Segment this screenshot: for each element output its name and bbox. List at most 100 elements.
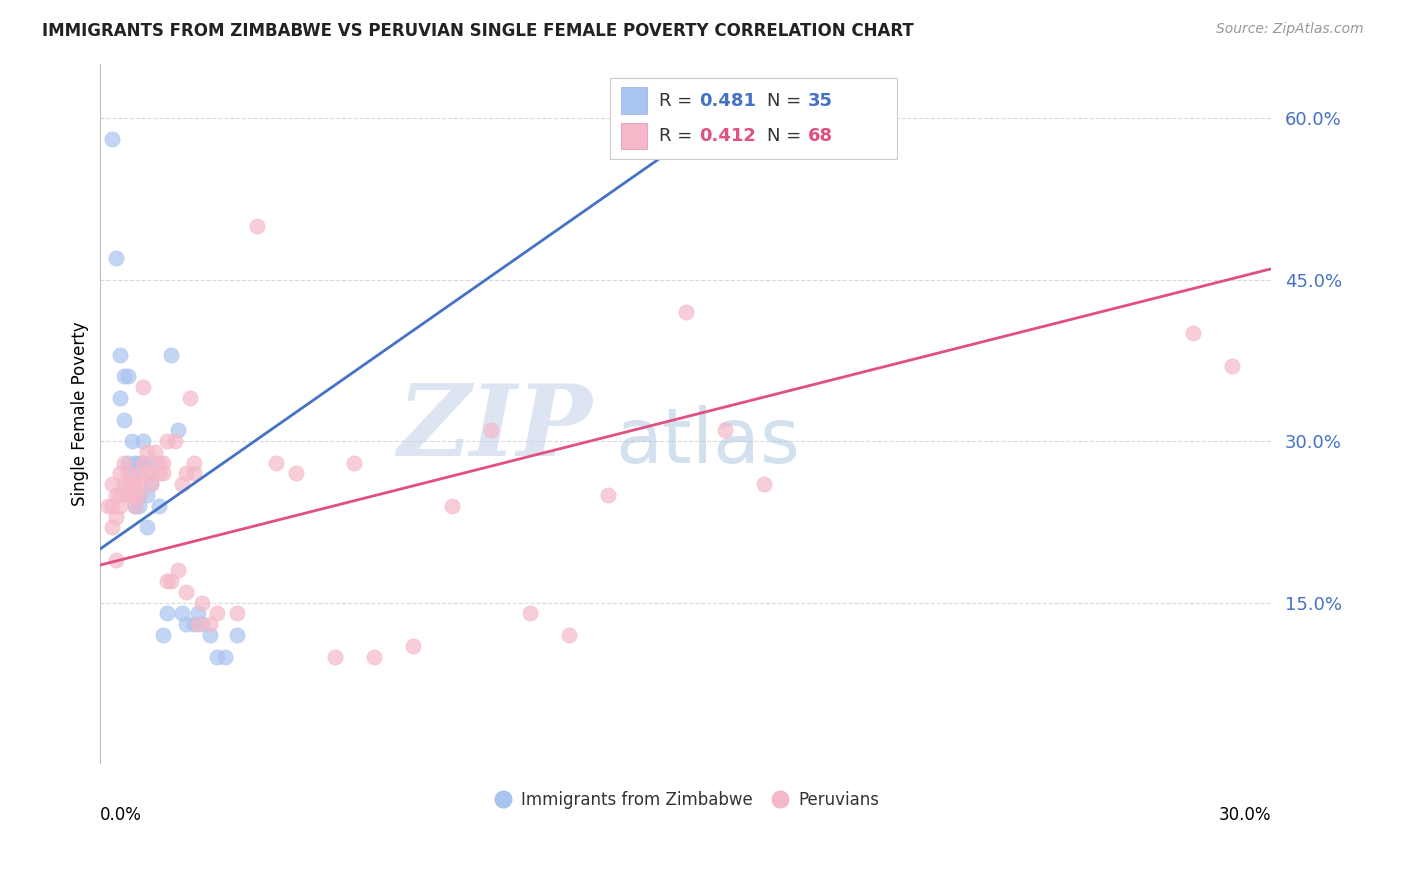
Point — [108, 488, 131, 502]
Point — [132, 456, 155, 470]
Text: R =: R = — [659, 92, 697, 110]
Point — [101, 520, 124, 534]
Point — [104, 509, 127, 524]
Point — [143, 445, 166, 459]
Point — [174, 585, 197, 599]
Point — [121, 434, 143, 449]
Point — [675, 305, 697, 319]
Bar — [621, 87, 647, 114]
Point — [596, 488, 619, 502]
Text: N =: N = — [766, 92, 807, 110]
Point — [159, 574, 181, 588]
Point — [101, 132, 124, 146]
Point — [163, 434, 186, 449]
Point — [128, 477, 150, 491]
Point — [136, 488, 159, 502]
Y-axis label: Single Female Poverty: Single Female Poverty — [72, 322, 89, 507]
Point — [117, 456, 139, 470]
Point — [191, 596, 214, 610]
Point — [207, 607, 229, 621]
Point — [440, 499, 463, 513]
Point — [156, 434, 179, 449]
Point — [401, 639, 423, 653]
Point — [108, 467, 131, 481]
Point — [132, 434, 155, 449]
Point — [183, 617, 205, 632]
Point — [108, 391, 131, 405]
Point — [139, 477, 162, 491]
Point — [128, 456, 150, 470]
Point — [121, 488, 143, 502]
Point — [121, 477, 143, 491]
Point — [132, 380, 155, 394]
Point — [156, 607, 179, 621]
Point — [558, 628, 581, 642]
Point — [159, 348, 181, 362]
Point — [128, 488, 150, 502]
Point — [1182, 326, 1205, 341]
Text: atlas: atlas — [616, 405, 800, 479]
Point — [363, 649, 385, 664]
Point — [167, 423, 190, 437]
Point — [479, 423, 502, 437]
Point — [148, 467, 170, 481]
Point — [117, 488, 139, 502]
Point — [136, 467, 159, 481]
Point — [714, 423, 737, 437]
Text: 0.0%: 0.0% — [100, 806, 142, 824]
Point — [152, 628, 174, 642]
Point — [121, 467, 143, 481]
Point — [198, 628, 221, 642]
Point — [101, 477, 124, 491]
Text: 35: 35 — [807, 92, 832, 110]
Point — [139, 477, 162, 491]
Point — [187, 607, 209, 621]
Text: R =: R = — [659, 127, 697, 145]
Point — [1222, 359, 1244, 373]
Point — [172, 607, 194, 621]
Point — [148, 456, 170, 470]
Text: 30.0%: 30.0% — [1219, 806, 1271, 824]
Point — [104, 552, 127, 566]
Point — [128, 499, 150, 513]
Text: N =: N = — [766, 127, 807, 145]
Point — [112, 456, 135, 470]
Point — [121, 488, 143, 502]
Text: IMMIGRANTS FROM ZIMBABWE VS PERUVIAN SINGLE FEMALE POVERTY CORRELATION CHART: IMMIGRANTS FROM ZIMBABWE VS PERUVIAN SIN… — [42, 22, 914, 40]
Point — [101, 499, 124, 513]
Point — [112, 369, 135, 384]
Point — [152, 456, 174, 470]
Point — [136, 445, 159, 459]
Point — [167, 563, 190, 577]
Point — [343, 456, 366, 470]
Point — [156, 574, 179, 588]
Point — [136, 520, 159, 534]
FancyBboxPatch shape — [610, 78, 897, 159]
Bar — [621, 123, 647, 149]
Point — [124, 488, 146, 502]
Point — [152, 467, 174, 481]
Point — [179, 391, 201, 405]
Point — [245, 219, 267, 233]
Point — [132, 456, 155, 470]
Point — [187, 617, 209, 632]
Text: 68: 68 — [807, 127, 832, 145]
Point — [183, 467, 205, 481]
Text: 0.481: 0.481 — [699, 92, 756, 110]
Point — [214, 649, 236, 664]
Point — [112, 412, 135, 426]
Point — [124, 499, 146, 513]
Point — [284, 467, 307, 481]
Point — [108, 348, 131, 362]
Point — [323, 649, 346, 664]
Point — [117, 467, 139, 481]
Point — [104, 488, 127, 502]
Point — [128, 467, 150, 481]
Point — [148, 499, 170, 513]
Point — [226, 607, 249, 621]
Text: ZIP: ZIP — [398, 380, 592, 476]
Point — [108, 499, 131, 513]
Text: Source: ZipAtlas.com: Source: ZipAtlas.com — [1216, 22, 1364, 37]
Point — [183, 456, 205, 470]
Point — [174, 617, 197, 632]
